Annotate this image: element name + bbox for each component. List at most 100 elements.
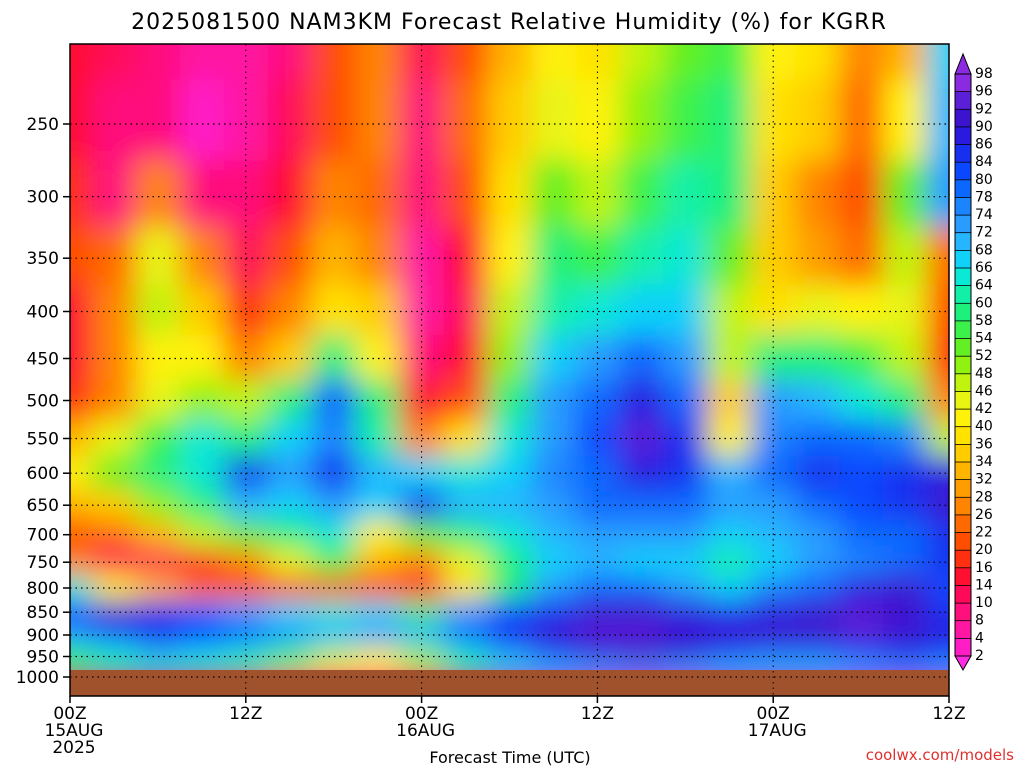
colorbar-label: 90: [975, 119, 993, 135]
y-tick-label: 450: [27, 350, 59, 370]
colorbar-label: 4: [975, 630, 984, 646]
heat-cell: [531, 335, 576, 381]
heat-cell: [179, 284, 225, 336]
heat-cell: [443, 227, 489, 286]
heat-cell: [355, 519, 401, 549]
x-tick-label: 12Z: [932, 704, 965, 724]
y-tick-label: 950: [27, 648, 59, 668]
heat-cell: [487, 79, 533, 161]
heat-cell: [443, 160, 489, 229]
colorbar-swatch: [955, 514, 971, 533]
heat-cell: [355, 160, 401, 229]
colorbar-label: 14: [975, 578, 993, 594]
x-tick-label: 12Z: [229, 704, 262, 724]
heat-cell: [883, 335, 928, 381]
y-axis: 250 300 350 400 450 500 550 600 650 700 750 800 850 9…: [16, 115, 70, 688]
heat-cell: [311, 645, 357, 665]
heat-cell: [443, 284, 489, 336]
heat-cell: [927, 284, 949, 336]
heat-cell: [311, 227, 357, 286]
heat-cell: [223, 79, 269, 161]
heat-cell: [311, 455, 357, 490]
heat-cell: [531, 79, 576, 161]
heat-cell: [839, 623, 884, 647]
heat-cell: [751, 623, 796, 647]
heat-cell: [92, 284, 137, 336]
y-tick-label: 300: [27, 188, 59, 208]
colorbar-label: 10: [975, 595, 993, 611]
heat-cell: [355, 335, 401, 381]
colorbar-label: 36: [975, 436, 993, 452]
y-tick-label: 350: [27, 249, 59, 269]
heat-cell: [663, 227, 708, 286]
heat-cell: [267, 335, 313, 381]
heat-cell: [927, 519, 949, 549]
heat-cell: [707, 645, 752, 665]
heat-cell: [839, 44, 884, 81]
heat-cell: [267, 44, 313, 81]
heat-cell: [663, 44, 708, 81]
colorbar-swatch: [955, 620, 971, 639]
heat-cell: [487, 284, 533, 336]
heat-cell: [135, 160, 181, 229]
colorbar-swatch: [955, 356, 971, 375]
heat-cell: [663, 645, 708, 665]
heat-cell: [575, 227, 620, 286]
heat-cell: [399, 79, 445, 161]
heat-cell: [355, 575, 401, 601]
heat-cell: [311, 419, 357, 457]
heat-cell: [883, 160, 928, 229]
colorbar-label: 22: [975, 525, 993, 541]
heat-cell: [883, 645, 928, 665]
colorbar-label: 54: [975, 331, 993, 347]
colorbar-swatch: [955, 303, 971, 322]
heat-cell: [927, 160, 949, 229]
heat-cell: [531, 645, 576, 665]
colorbar-label: 86: [975, 137, 993, 153]
colorbar-swatch: [955, 550, 971, 569]
colorbar-swatch: [955, 497, 971, 516]
heat-cell: [311, 160, 357, 229]
heat-cell: [575, 79, 620, 161]
heat-cell: [355, 455, 401, 490]
heat-cell: [795, 335, 840, 381]
heat-cell: [443, 44, 489, 81]
x-tick-year: 2025: [52, 738, 95, 758]
heat-cell: [707, 335, 752, 381]
heat-cell: [399, 284, 445, 336]
colorbar-swatch: [955, 567, 971, 586]
colorbar-swatch: [955, 585, 971, 604]
heat-cell: [707, 79, 752, 161]
heat-cell: [443, 548, 489, 576]
colorbar-swatch: [955, 109, 971, 128]
heat-cell: [70, 160, 93, 229]
heat-cell: [883, 623, 928, 647]
y-tick-label: 550: [27, 430, 59, 450]
heat-cell: [355, 44, 401, 81]
heat-cell: [795, 623, 840, 647]
heat-cell: [92, 227, 137, 286]
colorbar-swatch: [955, 74, 971, 92]
colorbar-swatch: [955, 532, 971, 551]
heat-cell: [795, 645, 840, 665]
heat-cell: [619, 645, 664, 665]
heat-cell: [267, 645, 313, 665]
heat-cell: [355, 419, 401, 457]
colorbar-label: 46: [975, 384, 993, 400]
heat-cell: [619, 160, 664, 229]
heat-cell: [443, 489, 489, 521]
y-tick-label: 500: [27, 392, 59, 412]
colorbar-label: 78: [975, 190, 993, 206]
colorbar-swatch: [955, 479, 971, 498]
plot-border: [69, 43, 950, 697]
heat-cell: [399, 575, 445, 601]
colorbar-label: 84: [975, 154, 993, 170]
heat-cell: [531, 160, 576, 229]
heat-cell: [883, 227, 928, 286]
colorbar-label: 8: [975, 613, 984, 629]
heat-cell: [795, 79, 840, 161]
colorbar-swatch: [955, 179, 971, 198]
colorbar-label: 60: [975, 295, 993, 311]
heat-cell: [179, 44, 225, 81]
heat-cell: [883, 79, 928, 161]
